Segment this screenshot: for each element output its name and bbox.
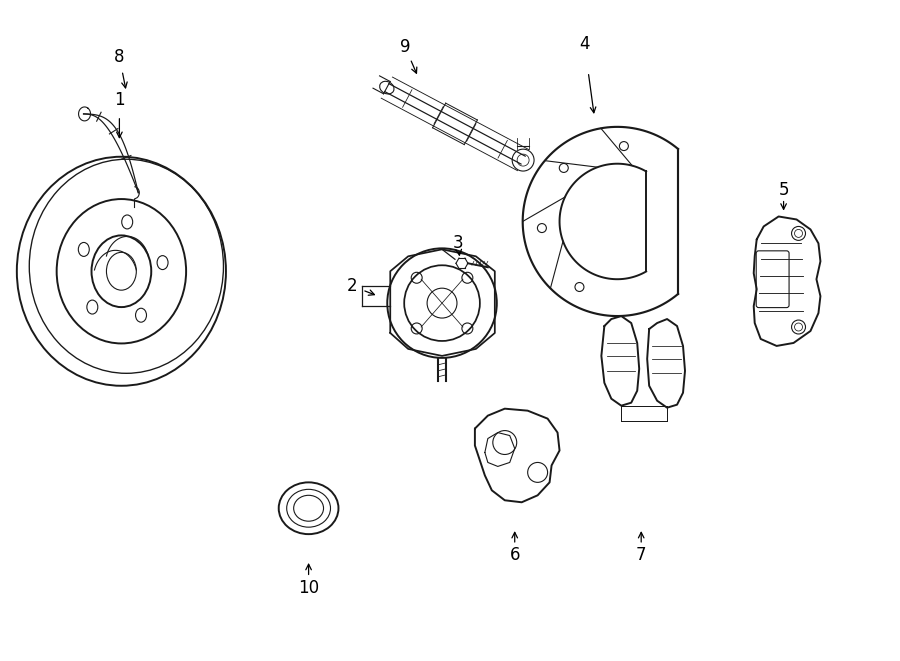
- Text: 9: 9: [400, 38, 410, 56]
- Text: 7: 7: [636, 546, 646, 564]
- Text: 3: 3: [453, 235, 464, 253]
- Text: 10: 10: [298, 579, 320, 597]
- Text: 1: 1: [114, 91, 125, 109]
- Text: 6: 6: [509, 546, 520, 564]
- Text: 4: 4: [580, 35, 590, 53]
- Text: 2: 2: [347, 277, 357, 295]
- Text: 5: 5: [778, 180, 788, 198]
- Text: 8: 8: [114, 48, 124, 66]
